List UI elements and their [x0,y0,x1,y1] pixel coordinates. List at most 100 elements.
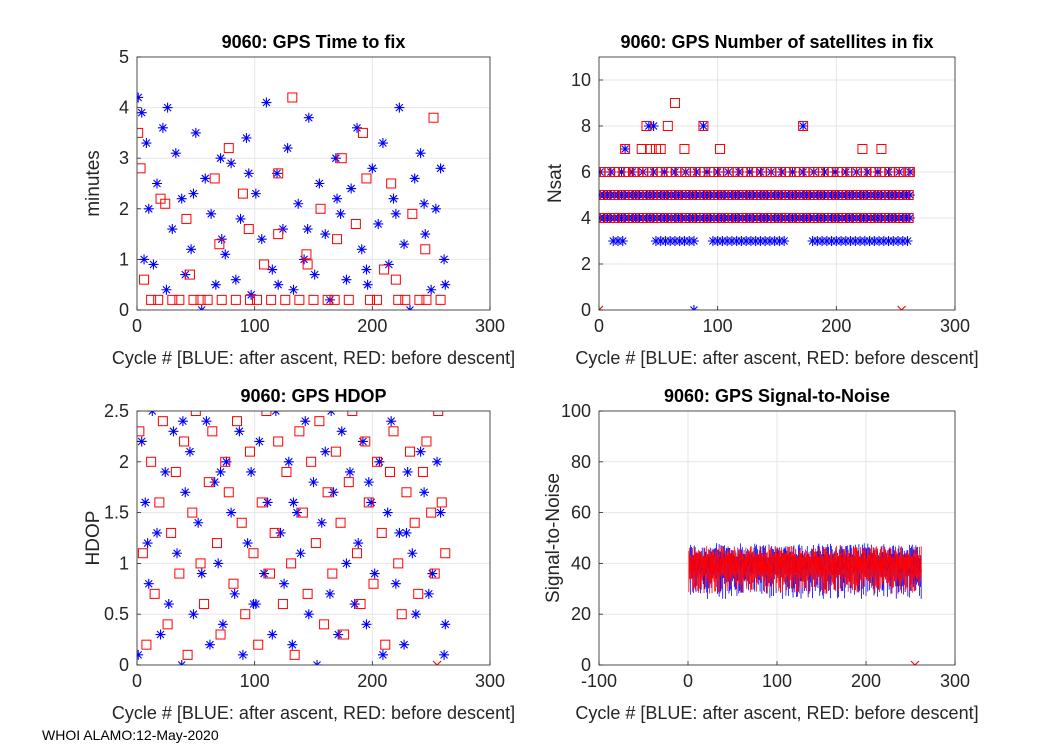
data-point [316,517,327,528]
data-point [199,599,210,610]
data-point [320,446,331,457]
data-point [840,167,851,177]
x-tick-label: 0 [132,671,142,691]
data-point [139,274,150,285]
data-point [248,599,259,610]
data-point [439,254,450,265]
data-point [413,588,424,599]
data-point [402,466,413,477]
data-point [217,619,228,630]
data-point [333,629,344,640]
data-point [712,167,723,177]
data-point [277,224,288,235]
data-point [256,234,267,245]
data-point [691,167,702,177]
data-point [163,599,174,610]
data-point [335,517,346,528]
data-point [332,234,343,245]
data-point [787,167,798,177]
data-point [409,517,420,528]
data-point [261,411,272,416]
axes-box [136,410,491,666]
data-point [179,436,190,447]
data-point [347,411,358,416]
data-point [897,305,906,310]
data-point [309,269,320,280]
data-point [243,224,254,235]
data-point [330,153,341,164]
data-point [302,588,313,599]
data-point [209,477,220,488]
data-point [201,416,212,427]
data-point [390,274,401,285]
data-point [320,229,331,240]
data-point [315,203,326,214]
x-tick-label: 0 [683,671,693,691]
data-point [137,426,145,437]
data-point [384,466,395,477]
data-point [645,144,656,154]
data-point [335,208,346,219]
data-point [390,578,401,589]
footer-timestamp: WHOI ALAMO:12-May-2020 [42,727,219,743]
data-point [300,416,311,427]
data-point [629,167,640,177]
data-point [213,558,224,569]
data-point [383,259,394,270]
data-point [336,426,347,437]
x-tick-label: -100 [581,671,617,691]
data-point [226,158,237,169]
data-point [241,132,252,143]
data-point [137,649,144,660]
data-point [393,558,404,569]
data-point [357,436,368,447]
data-point [440,619,451,630]
data-point [181,213,192,224]
data-point [390,208,401,219]
series-after-ascent [137,411,451,665]
data-point [146,294,157,305]
data-point [368,578,379,589]
data-point [620,144,631,154]
data-point [209,173,220,184]
data-point [167,294,178,305]
data-point [427,568,438,579]
data-point [308,294,319,305]
data-point [288,284,299,295]
data-point [168,426,179,437]
data-point [435,507,446,518]
data-point [410,609,421,620]
data-point [399,239,410,250]
data-point [141,639,152,650]
data-point [143,203,154,214]
data-point [167,224,178,235]
data-point [419,487,430,498]
data-point [180,487,191,498]
data-point [166,527,177,538]
y-axis-label: HDOP [83,511,104,566]
data-point [373,218,384,229]
data-point [367,163,378,174]
x-axis-label: Cycle # [BLUE: after ascent, RED: before… [575,703,978,723]
data-point [148,259,159,270]
data-point [903,213,914,223]
data-point [176,193,187,204]
chart-title: 9060: GPS Signal-to-Noise [664,386,890,406]
series-before-descent [688,545,922,594]
data-point [146,456,157,467]
y-tick-label: 1.5 [104,503,129,523]
data-point [157,122,168,133]
data-point [435,163,446,174]
data-point [155,193,166,204]
data-point [407,208,418,219]
data-point [343,294,354,305]
data-point [372,294,383,305]
y-tick-label: 0 [581,300,591,320]
data-point [361,619,372,630]
data-point [655,144,666,154]
data-point [262,497,273,508]
data-point [294,294,305,305]
data-point [186,244,197,255]
data-point [904,167,915,177]
data-point [215,466,226,477]
